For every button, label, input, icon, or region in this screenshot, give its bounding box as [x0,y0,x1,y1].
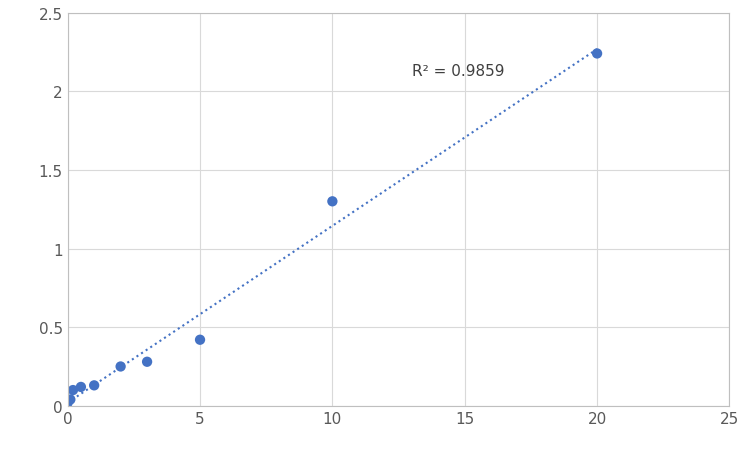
Point [75,383,87,391]
Point [62,399,74,406]
Point [326,198,338,206]
Point [194,336,206,344]
Point [114,363,126,370]
Point [141,359,153,366]
Point [591,51,603,58]
Point [67,387,79,394]
Point [65,396,77,403]
Point [88,382,100,389]
Text: R² = 0.9859: R² = 0.9859 [412,64,505,79]
